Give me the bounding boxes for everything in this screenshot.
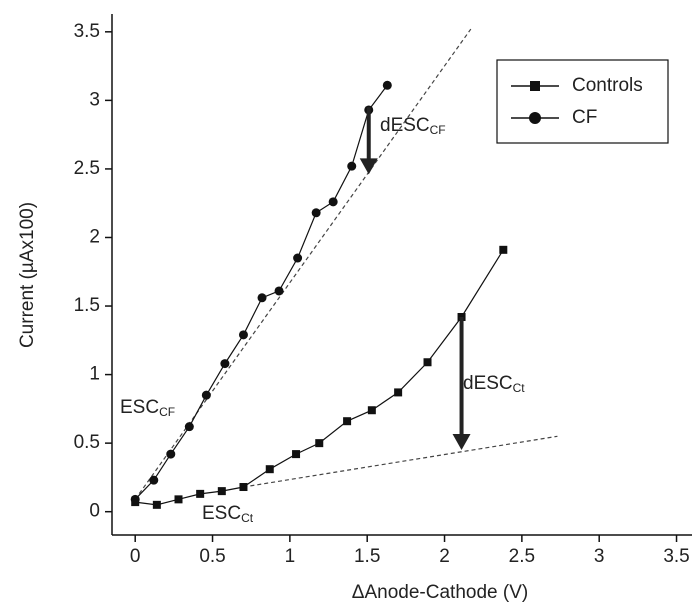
fit-line bbox=[243, 435, 558, 488]
annotation-subscript: CF bbox=[430, 123, 446, 137]
legend-label: CF bbox=[572, 107, 597, 128]
data-point bbox=[347, 161, 357, 171]
x-tick-label: 2.5 bbox=[509, 546, 535, 567]
data-point bbox=[367, 406, 376, 415]
data-point bbox=[343, 417, 352, 426]
data-point bbox=[293, 253, 303, 263]
y-tick-label: 2.5 bbox=[74, 158, 100, 179]
annotation: dESCCF bbox=[380, 115, 446, 137]
data-point bbox=[130, 494, 140, 504]
annotation: ESCCt bbox=[202, 503, 254, 525]
annotation: dESCCt bbox=[463, 373, 525, 395]
data-point bbox=[166, 449, 176, 459]
y-tick-label: 1.5 bbox=[74, 295, 100, 316]
data-point bbox=[152, 500, 161, 509]
data-point bbox=[184, 422, 194, 432]
data-point bbox=[274, 286, 284, 296]
data-point bbox=[238, 330, 248, 340]
data-point bbox=[257, 293, 267, 303]
arrow-head bbox=[359, 158, 378, 175]
series-line bbox=[135, 249, 504, 506]
x-tick-label: 3 bbox=[594, 546, 605, 567]
data-point bbox=[382, 80, 392, 90]
y-tick-label: 0.5 bbox=[74, 432, 100, 453]
legend-marker bbox=[530, 81, 540, 91]
legend-box bbox=[496, 59, 669, 144]
data-point bbox=[196, 489, 205, 498]
y-tick-label: 3 bbox=[89, 89, 100, 110]
x-tick-label: 0.5 bbox=[199, 546, 225, 567]
data-point bbox=[394, 388, 403, 397]
y-tick-label: 1 bbox=[89, 364, 100, 385]
data-point bbox=[201, 390, 211, 400]
data-point bbox=[292, 450, 301, 459]
x-tick-label: 1.5 bbox=[354, 546, 380, 567]
annotation-text: ESC bbox=[202, 503, 241, 524]
fit-line bbox=[134, 28, 472, 500]
y-tick-label: 2 bbox=[89, 226, 100, 247]
x-tick-label: 1 bbox=[285, 546, 296, 567]
x-tick-label: 3.5 bbox=[663, 546, 689, 567]
arrow-head bbox=[452, 433, 471, 450]
annotation-text: dESC bbox=[463, 373, 513, 394]
series-line bbox=[134, 84, 388, 500]
annotation-text: dESC bbox=[380, 115, 430, 136]
y-axis-label: Current (µAx100) bbox=[17, 202, 38, 348]
legend-marker bbox=[529, 112, 541, 124]
x-axis-label: ΔAnode-Cathode (V) bbox=[352, 582, 528, 603]
annotation: ESCCF bbox=[120, 397, 175, 419]
x-tick-label: 0 bbox=[130, 546, 141, 567]
annotation-text: ESC bbox=[120, 397, 159, 418]
data-point bbox=[328, 197, 338, 207]
data-point bbox=[265, 465, 274, 474]
data-point bbox=[315, 439, 324, 448]
legend-label: Controls bbox=[572, 75, 643, 96]
data-point bbox=[220, 359, 230, 369]
data-point bbox=[311, 208, 321, 218]
data-point bbox=[174, 495, 183, 504]
data-point bbox=[217, 487, 226, 496]
annotation-subscript: CF bbox=[159, 405, 175, 419]
data-point bbox=[239, 483, 248, 492]
data-point bbox=[149, 475, 159, 485]
y-tick-label: 0 bbox=[89, 501, 100, 522]
y-tick-label: 3.5 bbox=[74, 21, 100, 42]
x-tick-label: 2 bbox=[439, 546, 450, 567]
annotation-subscript: Ct bbox=[513, 381, 526, 395]
data-point bbox=[499, 245, 508, 254]
annotation-subscript: Ct bbox=[241, 511, 254, 525]
data-point bbox=[423, 358, 432, 367]
